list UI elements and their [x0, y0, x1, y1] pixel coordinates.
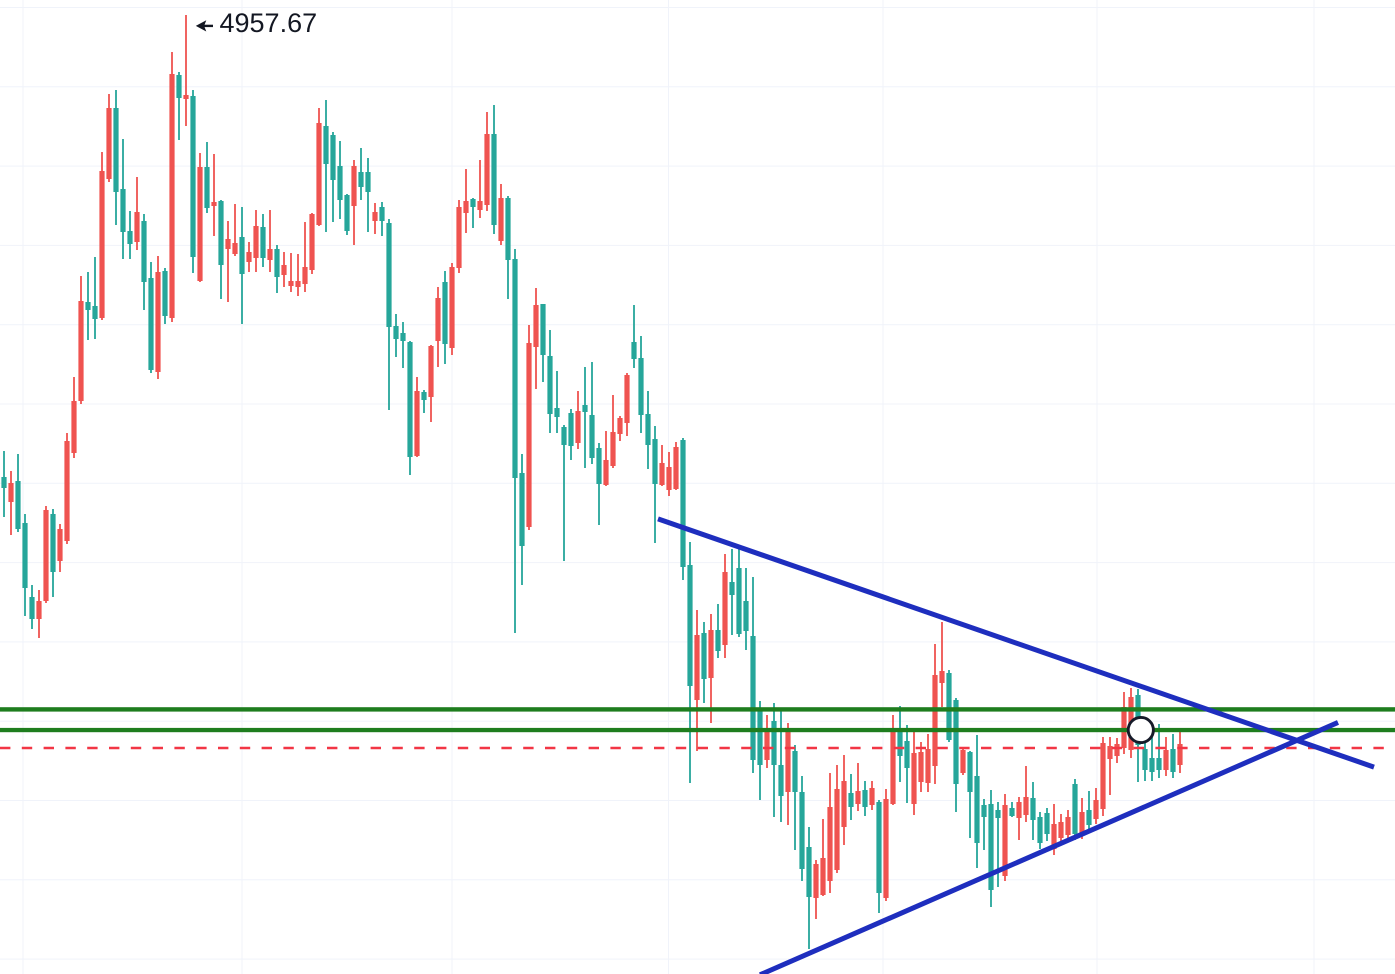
svg-text:4957.67: 4957.67 — [220, 8, 318, 38]
